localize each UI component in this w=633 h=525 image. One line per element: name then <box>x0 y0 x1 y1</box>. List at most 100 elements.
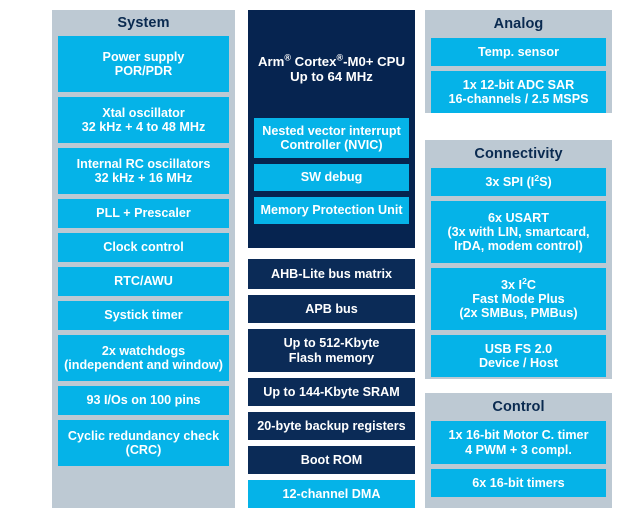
bus-block[interactable]: 20-byte backup registers <box>248 412 415 440</box>
system-block[interactable]: 2x watchdogs (independent and window) <box>58 335 229 381</box>
cpu-title: Arm® Cortex®-M0+ CPU Up to 64 MHz <box>252 52 411 85</box>
block-label-line: (3x with LIN, smartcard, <box>447 224 590 239</box>
system-block[interactable]: Internal RC oscillators 32 kHz + 16 MHz <box>58 148 229 194</box>
block-label-line: Power supply <box>102 49 185 64</box>
connectivity-block[interactable]: USB FS 2.0 Device / Host <box>431 335 606 377</box>
block-label-line: Up to 144-Kbyte SRAM <box>263 384 400 399</box>
block-label-line: Flash memory <box>288 350 375 365</box>
block-label-line: RTC/AWU <box>114 274 173 289</box>
block-label-line: (CRC) <box>125 443 162 457</box>
block-label-line: 32 kHz + 4 to 48 MHz <box>81 120 206 134</box>
analog-block[interactable]: 1x 12-bit ADC SAR 16-channels / 2.5 MSPS <box>431 71 606 113</box>
system-block[interactable]: Cyclic redundancy check (CRC) <box>58 420 229 466</box>
block-label-line: Controller (NVIC) <box>280 138 383 152</box>
registered-mark: ® <box>284 52 292 63</box>
block-label-line: 6x 16-bit timers <box>472 475 565 490</box>
block-label-line: 4 PWM + 3 compl. <box>465 442 572 457</box>
block-label-line: 16-channels / 2.5 MSPS <box>448 92 589 106</box>
control-block[interactable]: 6x 16-bit timers <box>431 469 606 497</box>
block-label: Temp. sensor <box>478 45 559 59</box>
block-label-line: 1x 12-bit ADC SAR <box>462 77 575 92</box>
block-label: 3x SPI (I2S) <box>485 172 552 189</box>
block-label-line: IrDA, modem control) <box>454 239 583 254</box>
block-label-line: 32 kHz + 16 MHz <box>94 171 193 185</box>
system-block[interactable]: RTC/AWU <box>58 267 229 296</box>
block-label: Up to 144-Kbyte SRAM <box>263 385 399 399</box>
block-label-line: Device / Host <box>478 356 559 370</box>
block-label-line: (2x SMBus, PMBus) <box>459 306 578 321</box>
block-label-line: Cyclic redundancy check <box>67 428 220 443</box>
block-label-line: 2x watchdogs <box>101 343 186 358</box>
cpu-block[interactable]: SW debug <box>254 164 409 191</box>
block-label: SW debug <box>301 170 363 184</box>
system-panel-title: System <box>117 14 170 31</box>
cpu-title-line: Up to 64 MHz <box>290 69 373 85</box>
block-label: 93 I/Os on 100 pins <box>86 393 200 407</box>
block-label: PLL + Prescaler <box>96 206 191 220</box>
block-label: USB FS 2.0 Device / Host <box>479 342 558 370</box>
block-label: 12-channel DMA <box>283 487 381 501</box>
control-panel-title: Control <box>492 398 545 415</box>
block-label-line: 1x 16-bit Motor C. timer <box>448 428 589 443</box>
connectivity-block[interactable]: 3x I2C Fast Mode Plus (2x SMBus, PMBus) <box>431 268 606 330</box>
cpu-block[interactable]: Memory Protection Unit <box>254 197 409 224</box>
block-label-line: POR/PDR <box>114 64 173 78</box>
block-label-line: USB FS 2.0 <box>484 341 553 356</box>
control-block[interactable]: 1x 16-bit Motor C. timer 4 PWM + 3 compl. <box>431 421 606 464</box>
block-label: 6x 16-bit timers <box>472 476 564 490</box>
bus-block[interactable]: APB bus <box>248 295 415 323</box>
cpu-title-line: Arm® Cortex®-M0+ CPU <box>258 52 405 69</box>
block-label-line: 93 I/Os on 100 pins <box>86 393 201 408</box>
bus-block[interactable]: Boot ROM <box>248 446 415 474</box>
system-block[interactable]: Systick timer <box>58 301 229 330</box>
block-label-line: Internal RC oscillators <box>76 156 211 171</box>
block-label: Boot ROM <box>301 453 363 467</box>
block-label-line: Clock control <box>103 240 184 255</box>
block-label-line: Fast Mode Plus <box>472 291 565 306</box>
block-label-line: Up to 512-Kbyte <box>283 336 380 351</box>
block-label: Clock control <box>103 240 183 254</box>
block-label: Nested vector interrupt Controller (NVIC) <box>262 124 401 152</box>
block-label-line: PLL + Prescaler <box>96 206 191 221</box>
block-label: Power supply POR/PDR <box>103 50 185 78</box>
cpu-block[interactable]: Nested vector interrupt Controller (NVIC) <box>254 118 409 158</box>
block-label: 6x USART (3x with LIN, smartcard, IrDA, mo… <box>447 211 589 253</box>
block-label-line: 3x I2C <box>501 275 536 292</box>
superscript-2: 2 <box>534 172 540 183</box>
analog-block[interactable]: Temp. sensor <box>431 38 606 66</box>
block-label: 20-byte backup registers <box>257 419 405 433</box>
block-label: Systick timer <box>104 308 182 322</box>
block-label-line: SW debug <box>300 170 363 185</box>
block-label-line: Temp. sensor <box>478 44 559 59</box>
block-label-line: 3x SPI (I2S) <box>485 172 552 189</box>
system-block[interactable]: Clock control <box>58 233 229 262</box>
bus-block[interactable]: Up to 512-Kbyte Flash memory <box>248 329 415 372</box>
block-label-line: 12-channel DMA <box>282 486 381 501</box>
block-label: RTC/AWU <box>114 274 173 288</box>
system-block[interactable]: PLL + Prescaler <box>58 199 229 228</box>
bus-block[interactable]: Up to 144-Kbyte SRAM <box>248 378 415 406</box>
connectivity-block[interactable]: 6x USART (3x with LIN, smartcard, IrDA, mo… <box>431 201 606 263</box>
bus-block[interactable]: 12-channel DMA <box>248 480 415 508</box>
block-label: Cyclic redundancy check (CRC) <box>68 429 219 457</box>
block-label: Memory Protection Unit <box>260 203 402 217</box>
block-label: Xtal oscillator 32 kHz + 4 to 48 MHz <box>82 106 206 134</box>
system-block[interactable]: 93 I/Os on 100 pins <box>58 386 229 415</box>
analog-panel-title: Analog <box>493 15 544 32</box>
block-label: 3x I2C Fast Mode Plus (2x SMBus, PMBus) <box>459 275 578 321</box>
block-label: 2x watchdogs (independent and window) <box>64 344 223 372</box>
block-label: APB bus <box>305 302 357 316</box>
block-label-line: Nested vector interrupt <box>262 123 401 138</box>
connectivity-block[interactable]: 3x SPI (I2S) <box>431 168 606 196</box>
block-label-line: Systick timer <box>104 308 183 323</box>
block-label: Up to 512-Kbyte Flash memory <box>284 336 380 364</box>
registered-mark: ® <box>336 52 344 63</box>
connectivity-panel-title: Connectivity <box>474 145 563 162</box>
block-label-line: Boot ROM <box>300 452 363 467</box>
block-label: Internal RC oscillators 32 kHz + 16 MHz <box>77 157 211 185</box>
bus-block[interactable]: AHB-Lite bus matrix <box>248 259 415 289</box>
block-label: 1x 16-bit Motor C. timer 4 PWM + 3 compl. <box>449 428 589 456</box>
system-block[interactable]: Power supply POR/PDR <box>58 36 229 92</box>
system-block[interactable]: Xtal oscillator 32 kHz + 4 to 48 MHz <box>58 97 229 143</box>
